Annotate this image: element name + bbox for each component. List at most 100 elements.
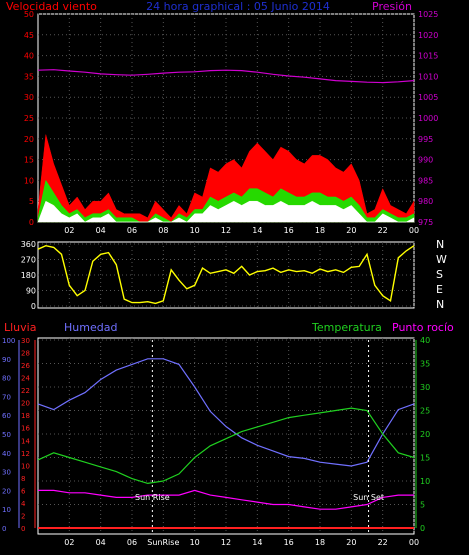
wind-y-tick-label: 30 (24, 93, 34, 102)
compass-label: E (436, 283, 443, 296)
pressure-y-tick-label: 1005 (418, 93, 438, 102)
humidity-y-tick-label: 80 (2, 375, 11, 383)
rain-y-tick-label: 24 (21, 375, 30, 383)
pressure-y-tick-label: 1015 (418, 52, 438, 61)
humidity-line (37, 358, 415, 467)
temperature-y-tick-label: 5 (420, 501, 425, 510)
sun-marker-label: Sun Set (353, 493, 384, 502)
wind-x-tick-label: 10 (190, 226, 200, 235)
pressure-y-tick-label: 980 (418, 197, 433, 206)
wind-speed-axis: 0 5 10 15 20 25 30 35 40 45 50 (24, 10, 34, 227)
direction-grid (38, 242, 415, 308)
wind-x-tick-label: 20 (346, 226, 356, 235)
wind-time-axis: 02 04 06 08 10 12 14 16 18 20 22 00 (64, 226, 419, 235)
humidity-x-tick-label: 18 (315, 538, 325, 547)
humidity-x-tick-label: 06 (127, 538, 137, 547)
wind-x-tick-label: 04 (96, 226, 106, 235)
direction-y-tick-label: 270 (21, 256, 36, 265)
humidity-x-tick-label: 22 (378, 538, 388, 547)
temperature-y-tick-label: 20 (420, 430, 430, 439)
wind-x-tick-label: 22 (378, 226, 388, 235)
pressure-y-tick-label: 995 (418, 135, 433, 144)
temperature-line (37, 407, 415, 485)
rain-y-tick-label: 30 (21, 337, 30, 345)
humidity-x-tick-label: SunRise (147, 538, 179, 547)
humidity-y-tick-label: 60 (2, 412, 11, 420)
humidity-y-tick-label: 50 (2, 431, 11, 439)
humidity-x-tick-label: 12 (221, 538, 231, 547)
wind-speed-area (37, 200, 415, 223)
humidity-series (37, 358, 415, 529)
pressure-axis: 975 980 985 990 995 1000 1005 1010 1015 1020 1025 (418, 10, 438, 227)
compass-label: N (436, 298, 444, 311)
dewpoint-line (38, 489, 414, 510)
direction-y-tick-label: 0 (31, 302, 36, 311)
pressure-y-tick-label: 990 (418, 156, 433, 165)
wind-y-tick-label: 45 (24, 31, 34, 40)
wind-x-tick-label: 18 (315, 226, 325, 235)
humidity-x-tick-label: 14 (252, 538, 262, 547)
title: 24 hora graphical : 05 Junio 2014 (146, 0, 330, 13)
humidity-axes: 0 5 10 15 20 25 30 35 40 0 10 20 30 40 50 60 70 80 90 100 0 2… (2, 336, 430, 533)
wind-y-tick-label: 50 (24, 10, 34, 19)
wind-y-tick-label: 25 (24, 114, 34, 123)
rain-y-tick-label: 8 (21, 475, 25, 483)
dewpoint-axis-label: Punto rocío (392, 321, 454, 334)
humidity-x-tick-label: 04 (96, 538, 106, 547)
wind-series (37, 69, 415, 223)
temperature-y-tick-label: 0 (420, 524, 425, 533)
sun-marker-label: Sun Rise (135, 493, 170, 502)
sun-annotations: Sun Rise Sun Set (135, 340, 384, 534)
pressure-y-tick-label: 1000 (418, 114, 438, 123)
rain-y-tick-label: 18 (21, 412, 30, 420)
wind-x-tick-label: 00 (409, 226, 419, 235)
wind-y-tick-label: 15 (24, 156, 34, 165)
humidity-y-tick-label: 70 (2, 393, 11, 401)
direction-y-tick-label: 90 (26, 287, 36, 296)
pressure-y-tick-label: 1025 (418, 10, 438, 19)
pressure-y-tick-label: 985 (418, 176, 433, 185)
wind-x-tick-label: 06 (127, 226, 137, 235)
compass-label: W (436, 253, 447, 266)
temperature-y-tick-label: 25 (420, 407, 430, 416)
humidity-y-tick-label: 30 (2, 469, 11, 477)
pressure-y-tick-label: 975 (418, 218, 433, 227)
wind-axis-label: Velocidad viento (6, 0, 97, 13)
humidity-x-tick-label: 00 (409, 538, 419, 547)
rain-y-tick-label: 26 (21, 362, 30, 370)
wind-y-tick-label: 35 (24, 72, 34, 81)
wind-y-tick-label: 5 (29, 197, 34, 206)
rain-y-tick-label: 12 (21, 450, 30, 458)
humidity-x-tick-label: 02 (64, 538, 74, 547)
humidity-y-tick-label: 0 (2, 525, 6, 533)
temperature-y-tick-label: 15 (420, 454, 430, 463)
wind-x-tick-label: 02 (64, 226, 74, 235)
wind-y-tick-label: 40 (24, 52, 34, 61)
direction-series (37, 244, 415, 305)
wind-x-tick-label: 12 (221, 226, 231, 235)
temperature-y-tick-label: 35 (420, 360, 430, 369)
humidity-y-tick-label: 100 (2, 337, 15, 345)
pressure-y-tick-label: 1010 (418, 72, 438, 81)
direction-axis: 0 90 180 270 360 (21, 240, 36, 311)
rain-axis-label: Lluvia (4, 321, 36, 334)
rain-y-tick-label: 2 (21, 512, 25, 520)
direction-line (37, 244, 415, 305)
wind-x-tick-label: 16 (284, 226, 294, 235)
temperature-axis-label: Temperatura (311, 321, 382, 334)
wind-y-tick-label: 0 (29, 218, 34, 227)
humidity-time-axis: 02 04 06 SunRise 10 12 14 16 18 20 22 00 (64, 538, 419, 547)
humidity-axis-label: Humedad (64, 321, 117, 334)
humidity-x-tick-label: 10 (190, 538, 200, 547)
humidity-y-tick-label: 20 (2, 487, 11, 495)
wind-x-tick-label: 08 (158, 226, 168, 235)
rain-y-tick-label: 22 (21, 387, 30, 395)
compass-label: N (436, 238, 444, 251)
rain-y-tick-label: 6 (21, 487, 26, 495)
humidity-x-tick-label: 20 (346, 538, 356, 547)
rain-y-tick-label: 10 (21, 462, 30, 470)
pressure-y-tick-label: 1020 (418, 31, 438, 40)
direction-y-tick-label: 360 (21, 240, 36, 249)
